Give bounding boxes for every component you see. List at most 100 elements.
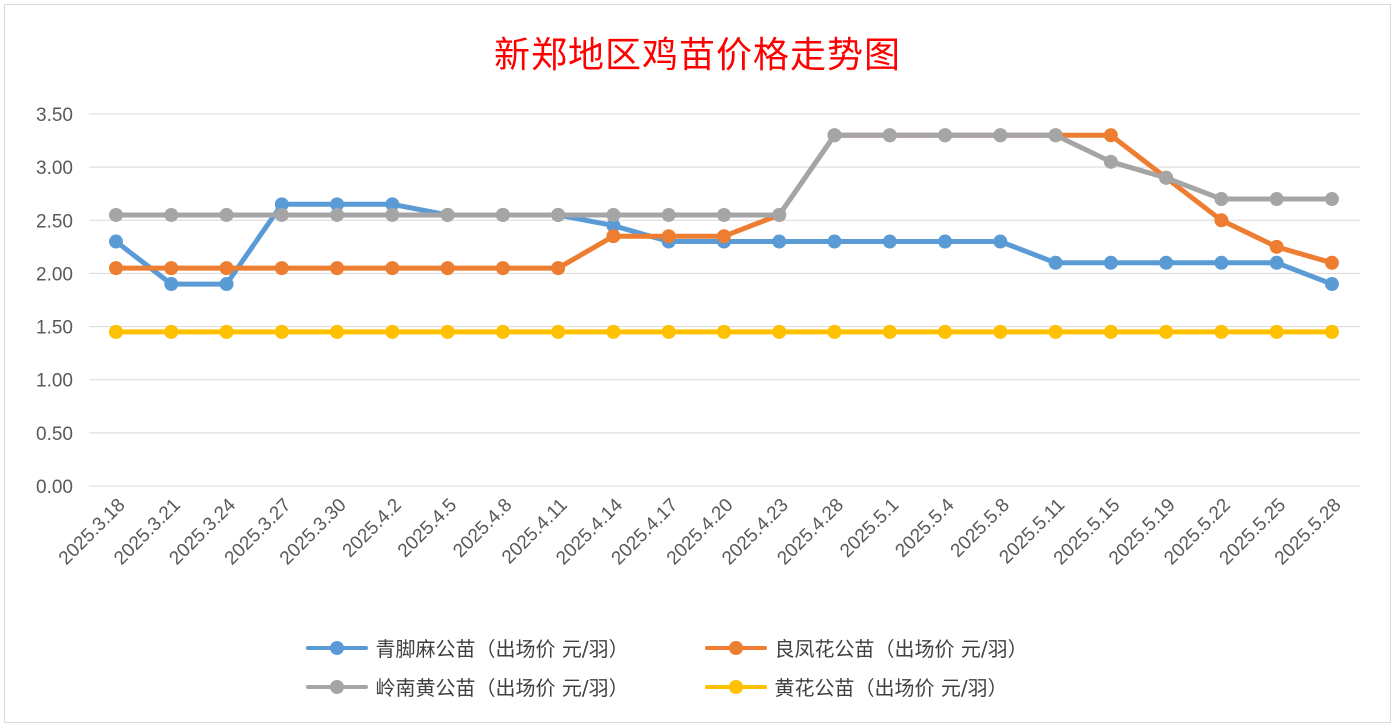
- data-point: [330, 197, 345, 212]
- x-tick-label: 2025.5.4: [891, 494, 958, 561]
- legend-item-lingnan: 岭南黄公苗（出场价 元/羽）: [305, 672, 691, 701]
- data-point: [1324, 277, 1339, 292]
- y-tick-label: 2.00: [36, 264, 73, 285]
- data-point: [219, 261, 234, 276]
- legend-swatch-huanghua: [704, 677, 767, 697]
- data-point: [274, 324, 289, 339]
- data-point: [385, 261, 400, 276]
- data-point: [1214, 192, 1229, 207]
- data-point: [1269, 239, 1284, 254]
- data-point: [772, 234, 787, 249]
- y-tick-label: 3.00: [36, 158, 73, 179]
- data-point: [772, 207, 787, 222]
- data-point: [938, 234, 953, 249]
- data-point: [1048, 324, 1063, 339]
- data-point: [385, 197, 400, 212]
- data-point: [330, 324, 345, 339]
- legend-row-2: 岭南黄公苗（出场价 元/羽） 黄花公苗（出场价 元/羽）: [0, 667, 1395, 706]
- data-point: [330, 207, 345, 222]
- data-point: [938, 128, 953, 143]
- data-point: [1103, 128, 1118, 143]
- data-point: [219, 277, 234, 292]
- data-point: [440, 207, 455, 222]
- data-point: [495, 207, 510, 222]
- legend-item-liangfeng: 良凤花公苗（出场价 元/羽）: [704, 633, 1090, 662]
- y-axis-tick-labels: 0.00 0.50 1.00 1.50 2.00 2.50 3.00 3.50: [36, 105, 73, 498]
- data-point: [661, 324, 676, 339]
- legend-item-huanghua: 黄花公苗（出场价 元/羽）: [704, 672, 1090, 701]
- data-point: [164, 207, 179, 222]
- legend: 青脚麻公苗（出场价 元/羽） 良凤花公苗（出场价 元/羽） 岭南黄公苗（出场价 …: [0, 628, 1395, 706]
- data-point: [1269, 324, 1284, 339]
- data-point: [274, 261, 289, 276]
- data-point: [606, 207, 621, 222]
- chart-title: 新郑地区鸡苗价格走势图: [493, 35, 901, 76]
- data-point: [938, 324, 953, 339]
- data-point: [164, 324, 179, 339]
- series-1: [109, 128, 1339, 276]
- legend-label-huanghua: 黄花公苗（出场价 元/羽）: [774, 676, 1008, 700]
- legend-label-qingjiao: 青脚麻公苗（出场价 元/羽）: [375, 637, 629, 661]
- data-point: [661, 207, 676, 222]
- legend-item-qingjiao: 青脚麻公苗（出场价 元/羽）: [305, 633, 691, 662]
- data-point: [716, 207, 731, 222]
- data-point: [551, 324, 566, 339]
- data-point: [440, 261, 455, 276]
- data-point: [993, 324, 1008, 339]
- data-point: [164, 277, 179, 292]
- data-point: [274, 207, 289, 222]
- series-2: [109, 128, 1339, 222]
- gridlines: [89, 113, 1360, 487]
- chart-frame: [4, 4, 1391, 723]
- y-tick-label: 0.00: [36, 477, 73, 498]
- data-point: [219, 207, 234, 222]
- data-point: [1048, 255, 1063, 270]
- data-point: [882, 128, 897, 143]
- series-3: [109, 324, 1339, 339]
- data-point: [109, 324, 123, 339]
- data-point: [1269, 192, 1284, 207]
- y-tick-label: 2.50: [36, 211, 73, 232]
- data-point: [993, 128, 1008, 143]
- data-point: [606, 324, 621, 339]
- data-point: [330, 261, 345, 276]
- data-point: [551, 207, 566, 222]
- data-point: [385, 324, 400, 339]
- legend-swatch-lingnan: [305, 677, 368, 697]
- data-point: [1214, 324, 1229, 339]
- legend-row-1: 青脚麻公苗（出场价 元/羽） 良凤花公苗（出场价 元/羽）: [0, 628, 1395, 667]
- data-point: [1214, 255, 1229, 270]
- data-point: [1159, 170, 1174, 185]
- data-point: [606, 218, 621, 233]
- data-point: [109, 234, 123, 249]
- y-tick-label: 3.50: [36, 105, 73, 126]
- data-point: [1214, 213, 1229, 228]
- data-point: [385, 207, 400, 222]
- data-point: [1324, 255, 1339, 270]
- y-tick-label: 0.50: [36, 424, 73, 445]
- data-point: [827, 128, 842, 143]
- x-tick-label: 2025.4.5: [394, 495, 461, 562]
- data-point: [716, 229, 731, 244]
- data-point: [1324, 192, 1339, 207]
- data-point: [440, 324, 455, 339]
- data-point: [772, 324, 787, 339]
- data-point: [495, 324, 510, 339]
- data-point: [1324, 324, 1339, 339]
- data-point: [219, 324, 234, 339]
- data-point: [1103, 255, 1118, 270]
- x-tick-label: 2025.5.1: [836, 495, 903, 562]
- y-tick-label: 1.50: [36, 318, 73, 339]
- legend-swatch-liangfeng: [704, 638, 767, 658]
- series-lines: [109, 128, 1339, 339]
- data-point: [1159, 324, 1174, 339]
- legend-label-liangfeng: 良凤花公苗（出场价 元/羽）: [774, 637, 1028, 661]
- data-point: [716, 324, 731, 339]
- y-tick-label: 1.00: [36, 371, 73, 392]
- data-point: [1103, 324, 1118, 339]
- data-point: [164, 261, 179, 276]
- data-point: [661, 229, 676, 244]
- legend-label-lingnan: 岭南黄公苗（出场价 元/羽）: [375, 676, 629, 700]
- data-point: [882, 324, 897, 339]
